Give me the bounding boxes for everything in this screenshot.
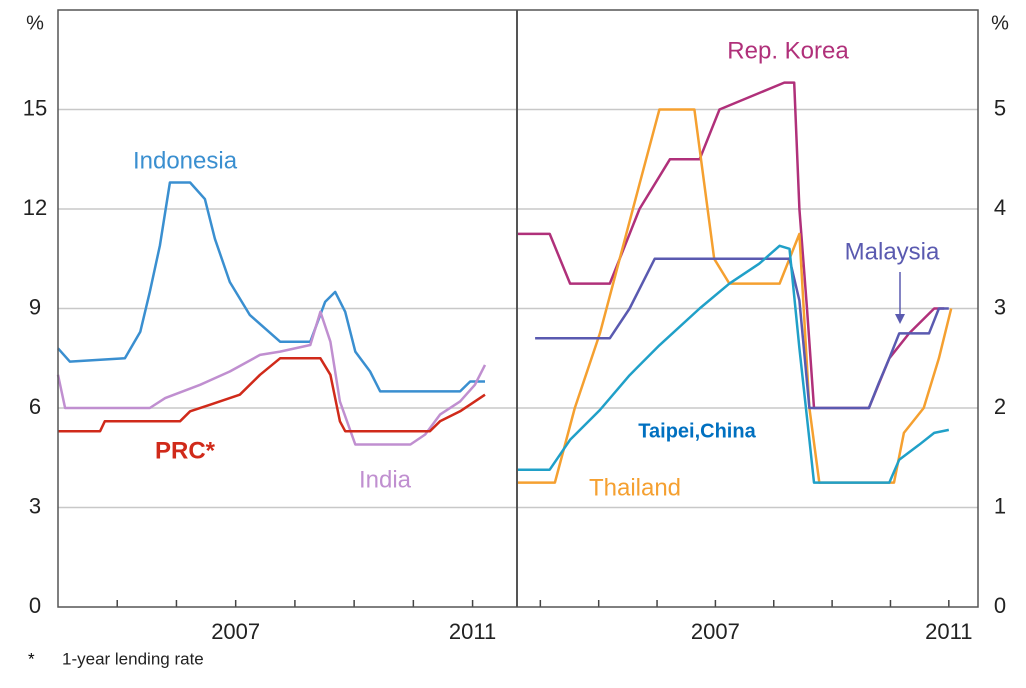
y-tick-label: 6	[29, 394, 41, 419]
y-tick-label: 4	[994, 195, 1006, 220]
y-tick-label: 15	[23, 95, 47, 120]
series-line	[517, 108, 953, 484]
y-tick-label: 5	[994, 95, 1006, 120]
label-arrowhead	[895, 314, 905, 324]
series-label: Indonesia	[133, 147, 238, 174]
y-tick-label: 9	[29, 294, 41, 319]
y-tick-label: 3	[994, 294, 1006, 319]
y-tick-label: 3	[29, 493, 41, 518]
series-label: Taipei,China	[638, 420, 756, 442]
series-label: India	[359, 466, 412, 493]
y-tick-label: 2	[994, 394, 1006, 419]
series-line	[56, 310, 487, 446]
series-line	[57, 181, 485, 393]
series-line	[535, 257, 949, 410]
x-tick-label: 2007	[211, 619, 260, 644]
x-tick-label: 2007	[691, 619, 740, 644]
y-tick-label: 12	[23, 195, 47, 220]
x-tick-label: 2011	[449, 619, 496, 644]
y-tick-label: 1	[994, 493, 1006, 518]
series-line	[58, 357, 486, 433]
y-tick-label: 0	[29, 593, 41, 618]
series-label: Malaysia	[845, 238, 940, 265]
series-label: Rep. Korea	[727, 37, 849, 64]
series-label: PRC*	[155, 437, 216, 464]
y-axis-label: %	[991, 12, 1009, 34]
y-tick-label: 0	[994, 593, 1006, 618]
series-label: Thailand	[589, 474, 681, 501]
series-line	[517, 244, 950, 484]
footnote-mark: *	[28, 649, 35, 668]
x-tick-label: 2011	[925, 619, 972, 644]
footnote: 1-year lending rate	[62, 649, 204, 668]
y-axis-label: %	[26, 12, 44, 34]
